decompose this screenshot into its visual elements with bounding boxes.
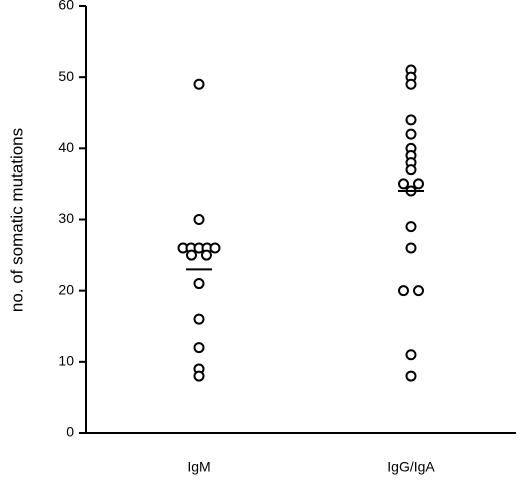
data-point — [201, 249, 212, 261]
data-point — [398, 178, 409, 190]
data-point — [405, 370, 417, 382]
data-point — [193, 313, 205, 325]
data-point — [193, 78, 205, 90]
data-point — [193, 214, 205, 225]
x-tick-label: IgM — [187, 459, 210, 475]
y-tick-label: 30 — [58, 210, 74, 226]
y-tick-label: 60 — [58, 0, 74, 13]
y-tick-label: 0 — [66, 424, 74, 440]
data-point — [193, 342, 205, 354]
y-axis-label: no. of somatic mutations — [7, 128, 26, 312]
data-point — [405, 78, 417, 90]
y-tick-label: 10 — [58, 353, 74, 369]
data-point — [193, 278, 205, 290]
y-tick-label: 40 — [58, 139, 74, 155]
data-point — [405, 128, 417, 140]
data-point — [405, 349, 417, 361]
data-point — [405, 242, 417, 254]
data-point — [398, 285, 409, 297]
data-point — [413, 178, 424, 190]
y-tick-label: 50 — [58, 68, 74, 84]
data-point — [186, 249, 197, 261]
data-point — [413, 285, 424, 297]
x-tick-label: IgG/IgA — [387, 459, 435, 475]
y-tick-label: 20 — [58, 281, 74, 297]
data-point — [405, 221, 417, 233]
data-point — [405, 164, 417, 176]
data-point — [193, 370, 205, 382]
data-point — [209, 242, 221, 254]
data-point — [405, 114, 417, 126]
